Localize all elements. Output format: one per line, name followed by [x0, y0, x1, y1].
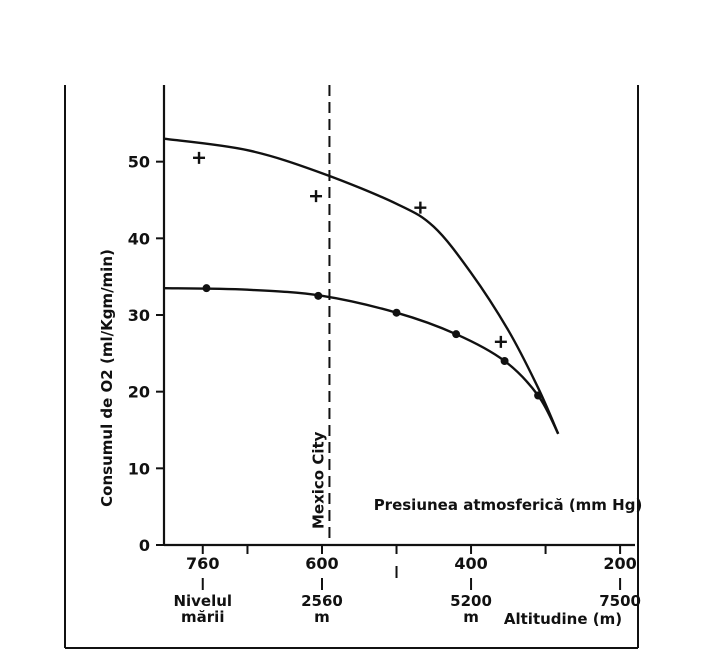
altitude-label-line2: mării	[181, 608, 224, 626]
altitude-label-line1: 2560	[301, 592, 343, 610]
pressure-axis-label: Presiunea atmosferică (mm Hg)	[374, 496, 643, 514]
x-tick-label: 200	[603, 554, 636, 573]
plus-marker	[494, 335, 507, 348]
dot-marker	[202, 284, 211, 293]
series-curve-1	[163, 137, 560, 435]
y-axis-label: Consumul de O2 (ml/Kgm/min)	[98, 249, 116, 507]
dot-marker	[534, 391, 543, 400]
ticks-layer: 0 10 20 30 40 50 760 600 400 200	[128, 153, 637, 573]
y-tick-label: 30	[128, 306, 150, 325]
dot-marker	[452, 330, 461, 339]
y-tick-label: 0	[139, 536, 150, 555]
mexico-city-label: Mexico City	[309, 431, 327, 529]
x-tick-label: 400	[454, 554, 487, 573]
y-tick-label: 40	[128, 229, 150, 248]
series-layer	[163, 137, 560, 435]
altitude-label-line1: Nivelul	[173, 592, 232, 610]
plus-marker	[310, 190, 323, 203]
altitude-label-line1: 7500	[599, 592, 641, 610]
dot-marker	[392, 308, 401, 317]
series-curve-2	[163, 287, 560, 435]
x-tick-label: 600	[305, 554, 338, 573]
plus-marker	[414, 201, 427, 214]
y-tick-label: 50	[128, 153, 150, 172]
altitude-label-line1: 5200	[450, 592, 492, 610]
altitude-axis-label: Altitudine (m)	[504, 610, 622, 628]
y-tick-label: 20	[128, 383, 150, 402]
plus-marker	[193, 151, 206, 164]
x-tick-label: 760	[186, 554, 219, 573]
dot-marker	[500, 357, 509, 365]
y-tick-label: 10	[128, 459, 150, 478]
dot-marker	[314, 291, 323, 300]
outer-frame	[64, 85, 639, 649]
altitude-label-line2: m	[314, 608, 330, 626]
reference-layer: Mexico City	[309, 85, 331, 545]
altitude-label-line2: m	[463, 608, 479, 626]
